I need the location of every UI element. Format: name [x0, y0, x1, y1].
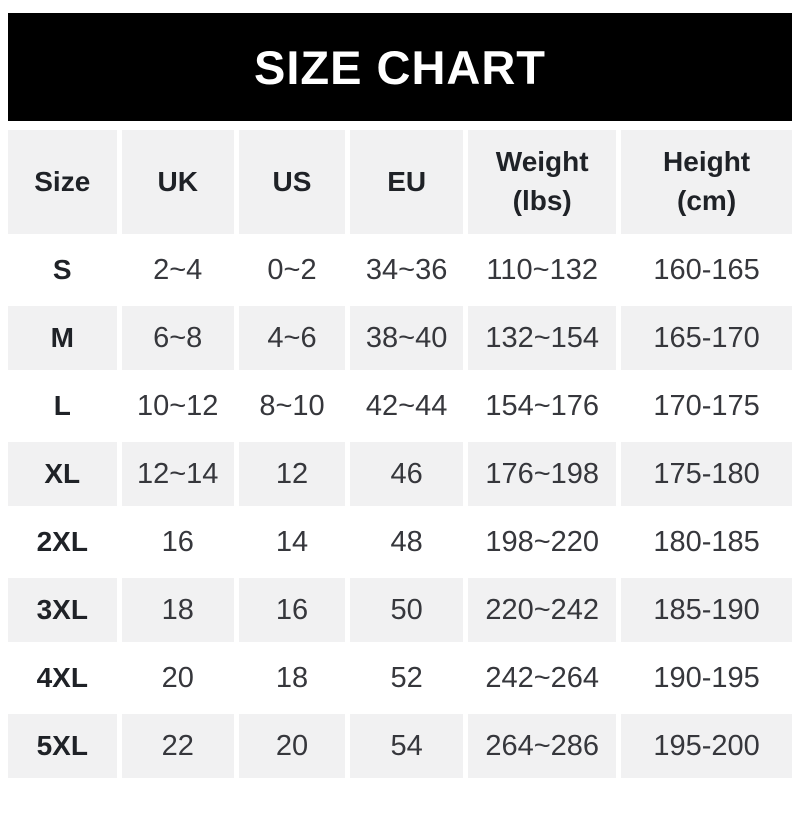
column-header-height-unit: (cm): [677, 185, 737, 216]
uk-value: 10~12: [121, 374, 234, 438]
eu-value: 46: [350, 442, 464, 506]
page-title: SIZE CHART: [254, 40, 546, 94]
us-value: 14: [238, 510, 346, 574]
us-value: 4~6: [238, 306, 346, 370]
size-label: S: [8, 238, 117, 302]
weight-value: 220~242: [468, 578, 617, 642]
height-value: 180-185: [621, 510, 792, 574]
size-row-s: S 2~4 0~2 34~36 110~132 160-165: [8, 238, 792, 302]
header-row: Size UK US EU Weight (lbs) Height (cm): [8, 130, 792, 234]
uk-value: 22: [121, 714, 234, 778]
weight-value: 154~176: [468, 374, 617, 438]
column-header-uk-label: UK: [157, 165, 198, 197]
table-header: Size UK US EU Weight (lbs) Height (cm): [8, 130, 792, 234]
column-header-us: US: [238, 130, 346, 234]
size-row-2xl: 2XL 16 14 48 198~220 180-185: [8, 510, 792, 574]
eu-value: 48: [350, 510, 464, 574]
weight-value: 132~154: [468, 306, 617, 370]
size-label: 3XL: [8, 578, 117, 642]
height-value: 175-180: [621, 442, 792, 506]
uk-value: 16: [121, 510, 234, 574]
height-value: 165-170: [621, 306, 792, 370]
weight-value: 242~264: [468, 646, 617, 710]
eu-value: 34~36: [350, 238, 464, 302]
size-row-4xl: 4XL 20 18 52 242~264 190-195: [8, 646, 792, 710]
column-header-height-label: Height: [663, 146, 751, 178]
us-value: 16: [238, 578, 346, 642]
column-header-weight-unit: (lbs): [512, 185, 572, 216]
column-header-eu: EU: [350, 130, 464, 234]
uk-value: 20: [121, 646, 234, 710]
size-row-3xl: 3XL 18 16 50 220~242 185-190: [8, 578, 792, 642]
size-row-m: M 6~8 4~6 38~40 132~154 165-170: [8, 306, 792, 370]
column-header-us-label: US: [272, 165, 312, 197]
size-label: XL: [8, 442, 117, 506]
uk-value: 18: [121, 578, 234, 642]
eu-value: 54: [350, 714, 464, 778]
size-row-xl: XL 12~14 12 46 176~198 175-180: [8, 442, 792, 506]
size-chart-table: Size UK US EU Weight (lbs) Height (cm) S 2…: [3, 126, 797, 782]
weight-value: 176~198: [468, 442, 617, 506]
size-label: L: [8, 374, 117, 438]
us-value: 12: [238, 442, 346, 506]
column-header-size-label: Size: [34, 165, 91, 197]
us-value: 18: [238, 646, 346, 710]
size-label: M: [8, 306, 117, 370]
height-value: 185-190: [621, 578, 792, 642]
eu-value: 38~40: [350, 306, 464, 370]
eu-value: 50: [350, 578, 464, 642]
column-header-weight-label: Weight: [495, 146, 589, 178]
weight-value: 110~132: [468, 238, 617, 302]
height-value: 190-195: [621, 646, 792, 710]
us-value: 8~10: [238, 374, 346, 438]
uk-value: 12~14: [121, 442, 234, 506]
uk-value: 2~4: [121, 238, 234, 302]
height-value: 195-200: [621, 714, 792, 778]
height-value: 160-165: [621, 238, 792, 302]
eu-value: 52: [350, 646, 464, 710]
size-chart-banner: SIZE CHART: [8, 13, 792, 121]
table-body: S 2~4 0~2 34~36 110~132 160-165 M 6~8 4~…: [8, 238, 792, 778]
size-row-5xl: 5XL 22 20 54 264~286 195-200: [8, 714, 792, 778]
column-header-eu-label: EU: [387, 165, 427, 197]
size-label: 4XL: [8, 646, 117, 710]
eu-value: 42~44: [350, 374, 464, 438]
uk-value: 6~8: [121, 306, 234, 370]
column-header-uk: UK: [121, 130, 234, 234]
height-value: 170-175: [621, 374, 792, 438]
us-value: 0~2: [238, 238, 346, 302]
column-header-height: Height (cm): [621, 130, 792, 234]
size-label: 2XL: [8, 510, 117, 574]
size-label: 5XL: [8, 714, 117, 778]
size-row-l: L 10~12 8~10 42~44 154~176 170-175: [8, 374, 792, 438]
column-header-size: Size: [8, 130, 117, 234]
us-value: 20: [238, 714, 346, 778]
weight-value: 264~286: [468, 714, 617, 778]
column-header-weight: Weight (lbs): [468, 130, 617, 234]
weight-value: 198~220: [468, 510, 617, 574]
